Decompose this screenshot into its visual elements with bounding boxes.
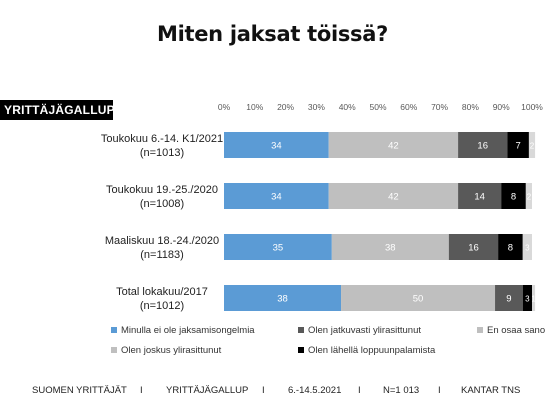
x-tick-label: 20%	[277, 102, 294, 112]
stacked-bar-chart: 0% 10% 20% 30% 40% 50% 60% 70% 80% 90% 100% Toukoku…	[101, 102, 545, 356]
data-label: 8	[508, 243, 513, 254]
data-label: 9	[506, 294, 511, 305]
bar-segment	[458, 183, 502, 209]
footer-separator: I	[140, 385, 143, 396]
footer-item-source: KANTAR TNS	[461, 385, 521, 396]
bar-segment	[328, 132, 459, 158]
footer-separator: I	[262, 385, 265, 396]
bar-segment	[501, 183, 526, 209]
legend-label: En osaa sanoa	[487, 325, 545, 336]
legend-label: Olen joskus ylirasittunut	[121, 345, 222, 356]
x-tick-label: 40%	[339, 102, 356, 112]
data-label: 8	[511, 192, 516, 203]
legend-swatch	[111, 327, 117, 333]
x-tick-label: 60%	[400, 102, 417, 112]
category-sample-label: (n=1012)	[140, 300, 184, 312]
bar-segment	[522, 285, 532, 311]
x-tick-label: 70%	[431, 102, 448, 112]
x-tick-label: 50%	[369, 102, 386, 112]
x-tick-label: 100%	[521, 102, 543, 112]
data-label: 42	[388, 192, 399, 203]
category-label: Toukokuu 19.-25./2020	[106, 184, 218, 196]
legend-swatch	[298, 327, 304, 333]
bar-segment	[532, 285, 536, 311]
footer-item-sample: N=1 013	[383, 385, 420, 396]
legend-label: Olen jatkuvasti ylirasittunut	[308, 325, 421, 336]
bar-segment	[224, 234, 332, 260]
footer-separator: I	[358, 385, 361, 396]
x-tick-label: 10%	[246, 102, 263, 112]
category-sample-label: (n=1183)	[140, 249, 184, 261]
gallup-badge: YRITTÄJÄGALLUP	[0, 100, 115, 120]
footer-separator: I	[438, 385, 441, 396]
data-label: 2	[530, 142, 535, 151]
legend-label: Olen lähellä loppuunpalamista	[308, 345, 436, 356]
data-label: 1	[531, 295, 536, 304]
legend-label: Minulla ei ole jaksamisongelmia	[121, 325, 255, 336]
footer-item-org: SUOMEN YRITTÄJÄT	[32, 385, 127, 396]
category-label: Toukokuu 6.-14. K1/2021	[101, 133, 223, 145]
bar-segment	[495, 285, 523, 311]
footer-item-date: 6.-14.5.2021	[288, 385, 342, 396]
x-tick-label: 30%	[308, 102, 325, 112]
x-tick-label: 80%	[462, 102, 479, 112]
bar-segment	[224, 285, 342, 311]
data-label: 3	[525, 295, 530, 304]
footer-item-gallup: YRITTÄJÄGALLUP	[166, 385, 249, 396]
x-tick-label: 0%	[218, 102, 231, 112]
data-label: 3	[525, 244, 530, 253]
bar-segment	[522, 234, 532, 260]
data-label: 38	[277, 294, 288, 305]
data-label: 16	[468, 243, 479, 254]
data-label: 34	[271, 192, 282, 203]
data-label: 50	[413, 294, 424, 305]
bar-segment	[528, 132, 536, 158]
bar-segment	[328, 183, 459, 209]
bar-segment	[341, 285, 496, 311]
category-label: Maaliskuu 18.-24./2020	[105, 235, 219, 247]
bar-segment	[498, 234, 523, 260]
bar-segment	[224, 183, 329, 209]
data-label: 16	[477, 141, 488, 152]
x-tick-label: 90%	[493, 102, 510, 112]
category-label: Total lokakuu/2017	[116, 286, 208, 298]
data-label: 14	[474, 192, 485, 203]
bar-segment	[525, 183, 532, 209]
bar-segment	[458, 132, 508, 158]
data-label: 35	[273, 243, 284, 254]
legend-swatch	[298, 347, 304, 353]
data-label: 7	[515, 141, 520, 152]
category-sample-label: (n=1008)	[140, 198, 184, 210]
data-label: 2	[527, 193, 532, 202]
legend-swatch	[477, 327, 483, 333]
data-label: 38	[385, 243, 396, 254]
data-label: 34	[271, 141, 282, 152]
bar-segment	[448, 234, 499, 260]
category-sample-label: (n=1013)	[140, 147, 184, 159]
bar-segment	[507, 132, 529, 158]
data-label: 42	[388, 141, 399, 152]
legend-swatch	[111, 347, 117, 353]
chart-title: Miten jaksat töissä?	[156, 22, 388, 46]
bar-segment	[224, 132, 329, 158]
bar-segment	[331, 234, 449, 260]
